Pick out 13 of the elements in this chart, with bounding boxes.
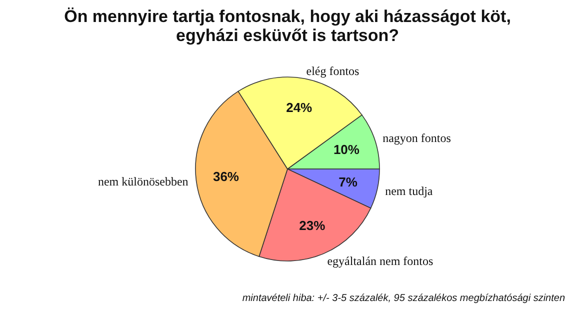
slice-label: nem különösebben — [98, 174, 188, 189]
slice-label: elég fontos — [306, 64, 360, 78]
text: Ön mennyire tartja fontosnak, hogy aki házasságot köt, — [64, 7, 511, 26]
text: egyházi esküvőt is tartson? — [176, 26, 399, 45]
data-label: 23% — [299, 218, 326, 233]
data-label: 10% — [333, 142, 360, 157]
data-label: 7% — [338, 174, 358, 190]
data-label: 24% — [286, 100, 313, 116]
slice-label: nagyon fontos — [382, 131, 452, 146]
data-label: 36% — [212, 168, 240, 184]
slice-label: egyáltalán nem fontos — [327, 254, 434, 268]
text: mintavételi hiba: +/- 3-5 százalék, 95 százalékos megbízhatósági szinten — [242, 293, 566, 304]
slice-label: nem tudja — [385, 184, 434, 198]
